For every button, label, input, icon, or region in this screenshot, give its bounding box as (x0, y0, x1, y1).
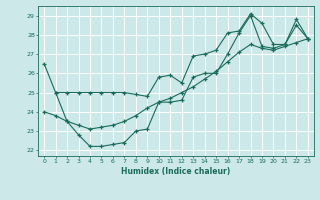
X-axis label: Humidex (Indice chaleur): Humidex (Indice chaleur) (121, 167, 231, 176)
